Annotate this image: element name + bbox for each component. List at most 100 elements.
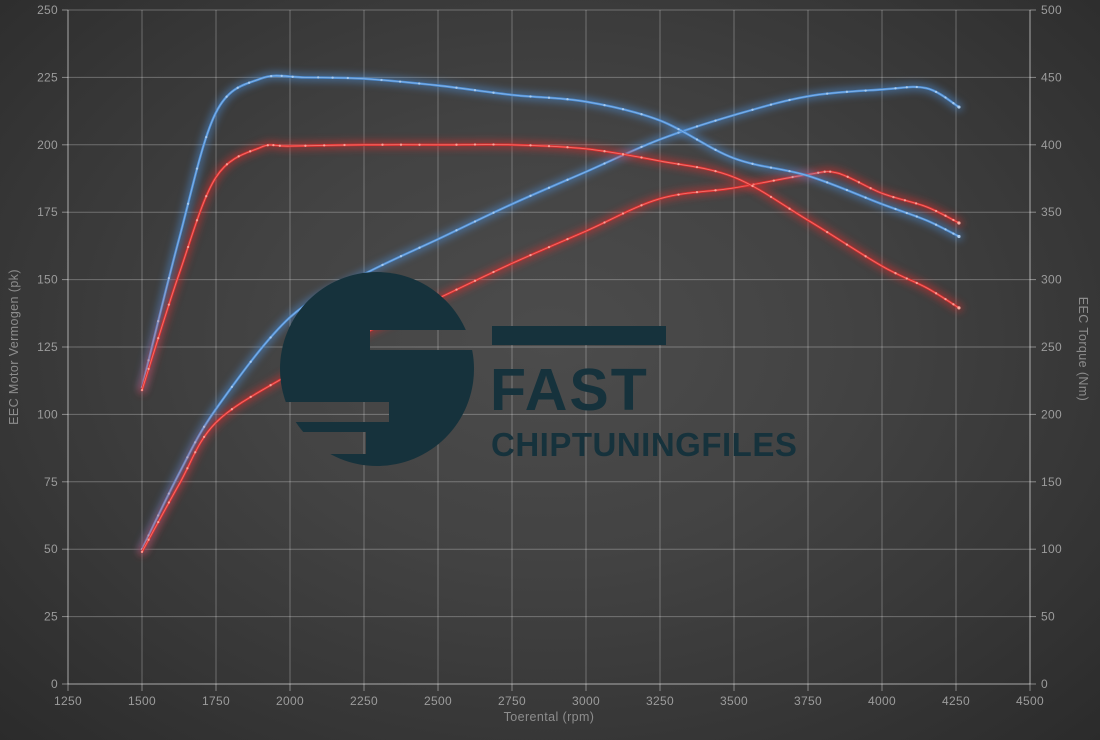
curve-dot xyxy=(418,143,421,146)
curve-dot xyxy=(473,89,477,92)
curve-dot xyxy=(547,144,551,148)
x-tick-label: 3750 xyxy=(794,694,822,708)
curve-dot xyxy=(529,144,532,147)
x-tick-label: 3000 xyxy=(572,694,600,708)
y-left-tick-label: 100 xyxy=(37,407,58,421)
curve-dot xyxy=(529,194,532,197)
curve-torque-red xyxy=(138,140,963,395)
curve-dot xyxy=(621,212,625,215)
curve-highlight xyxy=(141,86,960,550)
curve-vermogen-blue xyxy=(138,82,963,554)
y-right-tick-label: 250 xyxy=(1041,340,1062,354)
curve-dot xyxy=(845,188,849,192)
curve-dot xyxy=(225,163,229,166)
curve-dot xyxy=(903,199,907,202)
curve-dot xyxy=(202,435,206,439)
curve-dot xyxy=(399,255,403,258)
curve-dot xyxy=(249,150,252,153)
curve-dot xyxy=(905,211,908,215)
curve-dot xyxy=(826,181,829,184)
curve-endpoint-dot xyxy=(957,306,961,310)
curve-dot xyxy=(769,195,773,199)
curve-dot xyxy=(455,229,458,232)
curve-dot xyxy=(905,277,908,280)
curve-dot xyxy=(205,195,208,198)
curve-dot xyxy=(695,165,699,169)
curve-dot xyxy=(823,170,826,173)
curve-dot xyxy=(944,214,947,217)
x-tick-label: 1750 xyxy=(202,694,230,708)
curve-highlight xyxy=(141,144,960,391)
curve-dot xyxy=(915,215,918,218)
curve-dot xyxy=(249,395,252,399)
curve-dot xyxy=(195,167,199,170)
y-right-tick-label: 500 xyxy=(1041,3,1062,17)
curve-dot xyxy=(266,144,269,147)
curve-dot xyxy=(230,408,234,411)
curve-dot xyxy=(529,95,532,98)
curve-dot xyxy=(249,360,252,363)
curve-dot xyxy=(566,98,569,101)
curve-dot xyxy=(892,195,895,199)
y-right-tick-label: 0 xyxy=(1041,677,1048,691)
curve-dot xyxy=(869,187,872,190)
curve-dot xyxy=(547,245,551,249)
curve-dot xyxy=(751,184,754,188)
curve-dot xyxy=(826,92,829,95)
curve-dot xyxy=(829,170,832,173)
curve-dot xyxy=(640,204,643,207)
curve-dot xyxy=(346,76,349,80)
curve-dot xyxy=(603,103,606,107)
curve-dot xyxy=(769,103,773,106)
curve-endpoint-dot xyxy=(957,221,961,225)
curve-dot xyxy=(473,220,477,223)
y-right-tick-label: 300 xyxy=(1041,273,1062,287)
y-left-tick-label: 50 xyxy=(44,542,58,556)
y-right-tick-label: 150 xyxy=(1041,475,1062,489)
curve-dot xyxy=(547,186,551,189)
curve-dot xyxy=(621,153,625,156)
curve-dot xyxy=(714,119,717,122)
curve-dot xyxy=(788,98,791,102)
y-left-tick-label: 75 xyxy=(44,475,58,489)
curve-highlight xyxy=(141,75,960,388)
curve-dot xyxy=(380,78,383,82)
curve-dot xyxy=(769,166,773,169)
curve-dot xyxy=(455,143,458,146)
curve-dot xyxy=(934,209,938,213)
x-tick-label: 4000 xyxy=(868,694,896,708)
curve-dot xyxy=(640,113,643,116)
axis-tick-labels: 1250 1500 1750 2000 2250 2500 2750 3000 3250 3500… xyxy=(37,3,1062,708)
curve-dot xyxy=(845,90,849,93)
y-left-tick-label: 150 xyxy=(37,273,58,287)
y-left-tick-label: 125 xyxy=(37,340,58,354)
curve-vermogen-red xyxy=(138,167,963,556)
curve-dot xyxy=(418,246,421,249)
curve-dot xyxy=(817,171,820,174)
curve-dot xyxy=(695,190,699,194)
curve-dot xyxy=(230,385,234,389)
curve-dot xyxy=(418,82,421,85)
curve-dot xyxy=(714,148,717,151)
curve-dot xyxy=(714,189,717,192)
curve-dot xyxy=(864,89,867,92)
curve-dot xyxy=(603,150,606,153)
curve-dot xyxy=(269,384,272,387)
curve-dot xyxy=(157,320,160,323)
curve-dot xyxy=(331,76,334,79)
curve-dot xyxy=(167,277,171,280)
x-tick-label: 1250 xyxy=(54,694,82,708)
curve-dot xyxy=(205,135,208,139)
curve-dot xyxy=(147,538,150,541)
curve-dot xyxy=(695,125,699,128)
curve-dot xyxy=(915,281,918,285)
curve-dot xyxy=(846,175,849,178)
curve-dot xyxy=(952,232,955,235)
y-left-tick-label: 25 xyxy=(44,610,58,624)
curve-line xyxy=(140,85,961,551)
curve-dot xyxy=(381,263,384,267)
curve-dot xyxy=(640,145,643,149)
x-tick-label: 3250 xyxy=(646,694,674,708)
